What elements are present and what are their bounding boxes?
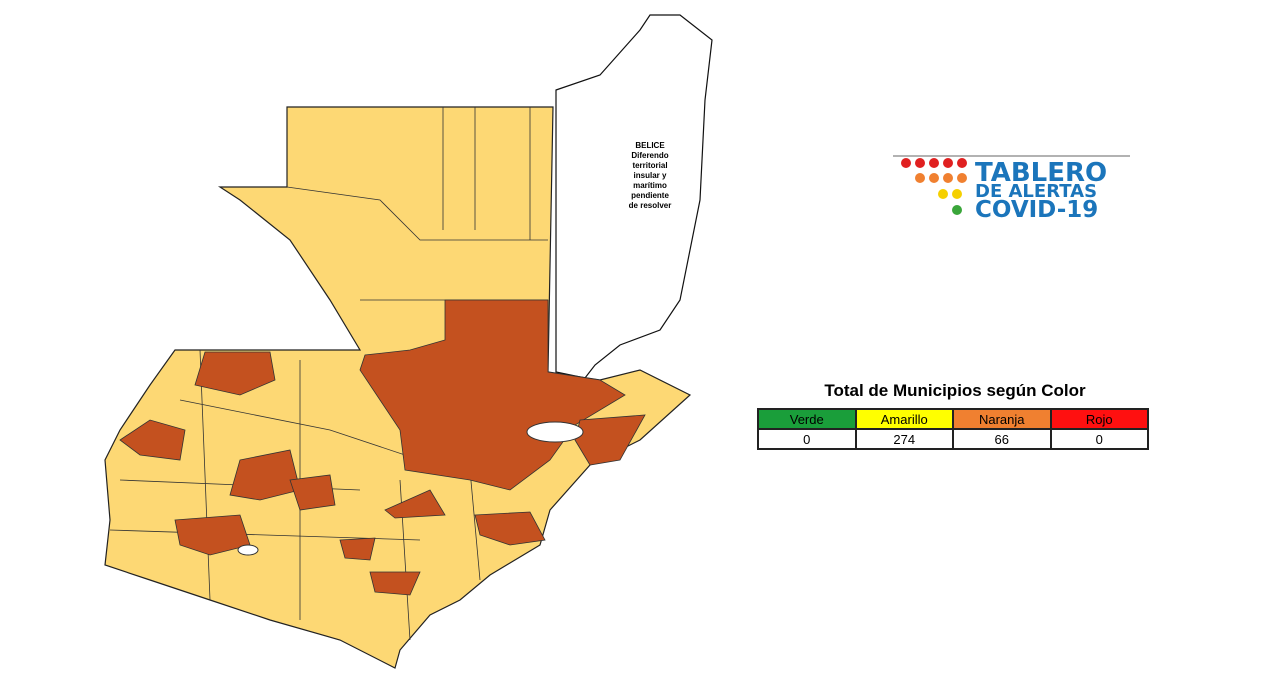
label: marítimo (633, 181, 667, 190)
cell: 0 (1049, 428, 1149, 450)
header: Rojo (1049, 408, 1149, 430)
header: Naranja (952, 408, 1052, 430)
logo: TABLERO DE ALERTAS COVID-19 (893, 155, 1130, 223)
belize (555, 14, 713, 379)
orange-municipalities (119, 299, 646, 596)
belize-label: BELICE Diferendo territorial insular y m… (629, 141, 672, 210)
label: pendiente (631, 191, 669, 200)
label: territorial (632, 161, 667, 170)
lake-atitlan (237, 544, 259, 556)
label: insular y (634, 171, 667, 180)
cell: 0 (757, 428, 857, 450)
table-title: Total de Municipios según Color (824, 381, 1086, 400)
logo-text: TABLERO (975, 158, 1107, 188)
header: Amarillo (854, 408, 954, 430)
cell: 66 (952, 428, 1052, 450)
label: BELICE (635, 141, 665, 150)
label: de resolver (629, 201, 672, 210)
header-row: Verde Amarillo Naranja Rojo (757, 408, 1149, 430)
cell: 274 (854, 428, 954, 450)
header: Verde (757, 408, 857, 430)
summary-table: Verde Amarillo Naranja Rojo 0 274 66 0 (757, 408, 1149, 450)
logo-text: DE ALERTAS (975, 181, 1097, 202)
value-row: 0 274 66 0 (757, 428, 1149, 450)
logo-text: COVID-19 (975, 197, 1098, 223)
label: Diferendo (631, 151, 668, 160)
lake-izabal (526, 421, 584, 443)
